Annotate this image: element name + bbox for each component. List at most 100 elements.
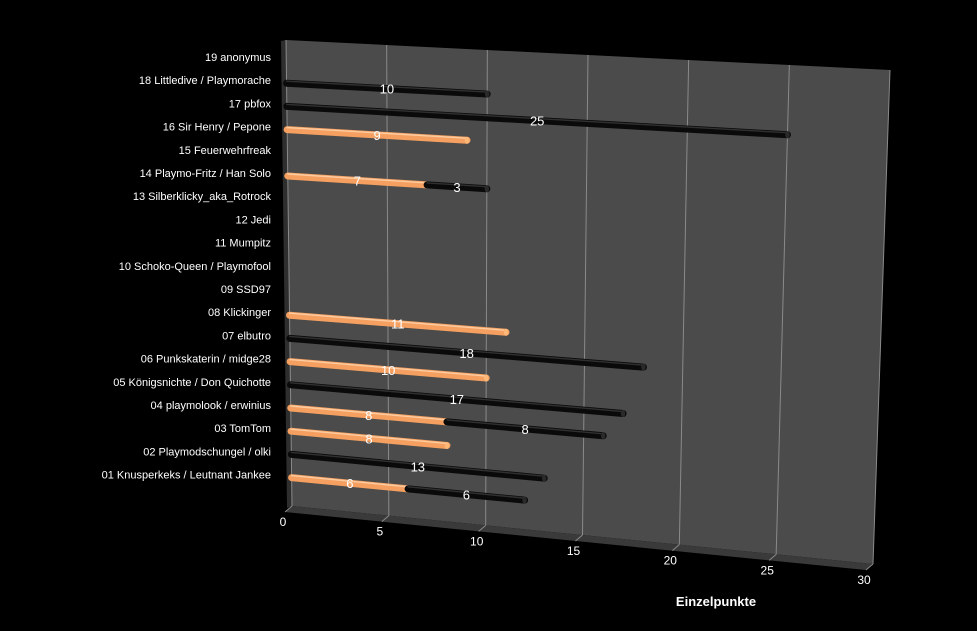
data-label: 10 bbox=[380, 82, 394, 97]
category-label: 11 Mumpitz bbox=[215, 238, 271, 250]
bar-highlight bbox=[287, 173, 428, 184]
category-label: 13 Silberklicky_aka_Rotrock bbox=[133, 191, 272, 203]
category-label: 03 TomTom bbox=[214, 423, 271, 435]
bars bbox=[283, 79, 791, 504]
gridline bbox=[872, 69, 891, 565]
bar-end-cap bbox=[484, 185, 490, 193]
x-tick-labels: 0 5 10 15 20 25 30 bbox=[280, 515, 871, 587]
category-label: 10 Schoko-Queen / Playmofool bbox=[119, 261, 271, 273]
bar-highlight bbox=[407, 486, 526, 499]
bar-black-5 bbox=[286, 381, 627, 418]
floor-gridline bbox=[575, 534, 583, 542]
data-label: 6 bbox=[463, 488, 470, 503]
data-label: 11 bbox=[391, 317, 405, 332]
bar-black-17 bbox=[283, 102, 791, 139]
bar-highlight bbox=[286, 126, 468, 139]
gridline bbox=[775, 64, 790, 555]
x-tick-label: 25 bbox=[761, 563, 775, 577]
data-label: 10 bbox=[381, 363, 395, 378]
bar-end-cap bbox=[542, 474, 547, 482]
bar-orange-14 bbox=[284, 172, 431, 189]
category-label: 12 Jedi bbox=[236, 214, 271, 226]
bar-orange-8 bbox=[286, 311, 510, 336]
category-label: 14 Playmo-Fritz / Han Solo bbox=[140, 168, 271, 180]
category-labels: 01 Knusperkeks / Leutnant Jankee 02 Playm… bbox=[102, 52, 272, 482]
x-tick-label: 30 bbox=[857, 573, 871, 587]
floor-gridline bbox=[768, 553, 777, 561]
floor-gridline bbox=[672, 544, 680, 552]
bar-end-cap bbox=[464, 136, 470, 144]
data-label: 17 bbox=[450, 392, 464, 407]
back-wall bbox=[286, 40, 890, 564]
bar-highlight bbox=[289, 335, 645, 366]
category-label: 05 Königsnichte / Don Quichotte bbox=[113, 377, 271, 389]
category-label: 08 Klickinger bbox=[208, 307, 271, 319]
bar-orange-6 bbox=[286, 358, 490, 382]
bar-end-cap bbox=[444, 441, 450, 449]
bar-highlight bbox=[446, 419, 604, 435]
bar-black-14 bbox=[423, 181, 491, 193]
x-tick-label: 5 bbox=[376, 525, 383, 539]
gridline bbox=[582, 54, 589, 536]
side-wall bbox=[281, 40, 292, 508]
bar-end-cap bbox=[522, 496, 527, 504]
x-tick-label: 20 bbox=[664, 554, 678, 568]
bar-black-7 bbox=[286, 334, 647, 371]
bar-black-4 bbox=[443, 418, 607, 440]
bar-orange-4 bbox=[287, 404, 451, 426]
data-label: 18 bbox=[459, 346, 473, 361]
bar-end-cap bbox=[503, 328, 509, 336]
category-label: 17 pbfox bbox=[229, 98, 272, 110]
bar-highlight bbox=[286, 103, 789, 134]
category-label: 16 Sir Henry / Pepone bbox=[163, 122, 271, 134]
x-axis-title: Einzelpunkte bbox=[676, 594, 756, 609]
bar-highlight bbox=[289, 382, 624, 413]
gridline bbox=[678, 59, 690, 545]
data-label: 8 bbox=[521, 422, 528, 437]
category-label: 09 SSD97 bbox=[221, 284, 271, 296]
category-label: 15 Feuerwehrfreak bbox=[179, 145, 272, 157]
floor-gridline bbox=[381, 515, 390, 523]
category-label: 19 anonymus bbox=[205, 52, 272, 64]
data-label: 8 bbox=[365, 408, 372, 423]
category-label: 06 Punkskaterin / midge28 bbox=[141, 354, 271, 366]
category-label: 07 elbutro bbox=[222, 330, 271, 342]
x-tick-label: 15 bbox=[567, 544, 581, 558]
bar-end-cap bbox=[641, 363, 646, 371]
category-label: 01 Knusperkeks / Leutnant Jankee bbox=[102, 470, 271, 482]
bar-black-1 bbox=[404, 485, 529, 504]
category-label: 04 playmolook / erwinius bbox=[151, 400, 272, 412]
bar-end-cap bbox=[785, 131, 790, 139]
x-tick-label: 10 bbox=[470, 534, 484, 548]
bar-orange-3 bbox=[287, 427, 451, 449]
bar-end-cap bbox=[600, 432, 606, 440]
data-labels: 10 25 9 7 3 11 18 10 17 8 8 8 13 6 6 bbox=[346, 82, 544, 503]
bar-highlight bbox=[426, 182, 488, 188]
bar-end-cap bbox=[620, 410, 626, 418]
bar-highlight bbox=[290, 405, 448, 421]
x-tick-label: 0 bbox=[280, 515, 287, 529]
data-label: 25 bbox=[530, 114, 544, 129]
bar-black-18 bbox=[283, 79, 491, 98]
bar-highlight bbox=[290, 474, 409, 488]
gridline bbox=[485, 49, 488, 526]
data-label: 9 bbox=[373, 128, 380, 143]
bar-orange-1 bbox=[288, 474, 412, 493]
floor-gridline bbox=[865, 563, 874, 571]
bar-highlight bbox=[288, 312, 507, 331]
bar-orange-16 bbox=[283, 126, 471, 144]
category-label: 18 Littledive / Playmorache bbox=[139, 75, 271, 87]
bar-end-cap bbox=[483, 374, 489, 382]
data-label: 7 bbox=[354, 174, 361, 189]
data-label: 6 bbox=[346, 476, 353, 491]
data-label: 3 bbox=[453, 180, 460, 195]
bar-highlight bbox=[285, 80, 488, 93]
floor-gridline bbox=[478, 524, 486, 532]
bar-highlight bbox=[290, 428, 448, 445]
category-label: 02 Playmodschungel / olki bbox=[143, 446, 271, 458]
bar-highlight bbox=[290, 451, 545, 477]
data-label: 8 bbox=[365, 431, 372, 446]
data-label: 13 bbox=[411, 459, 425, 474]
